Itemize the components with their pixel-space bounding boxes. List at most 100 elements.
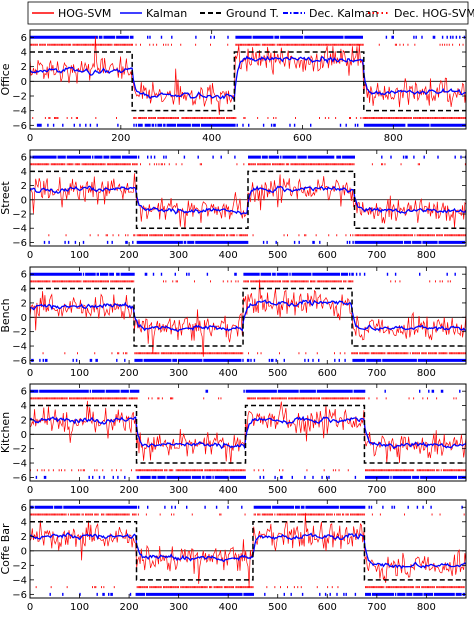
plot-area [30, 389, 466, 479]
x-tick-label: 100 [70, 602, 89, 613]
y-tick-label: 4 [21, 401, 27, 412]
x-tick-label: 400 [219, 602, 238, 613]
axes-frame [29, 383, 467, 482]
series-hog-svm [30, 400, 466, 465]
series-ground-truth [30, 51, 466, 112]
y-tick-label: −2 [12, 561, 27, 572]
series-ground-truth [30, 170, 466, 229]
x-tick-label: 800 [384, 133, 403, 144]
axes-frame [29, 499, 467, 599]
x-tick-label: 600 [318, 250, 337, 261]
y-tick-label: 0 [21, 430, 27, 441]
x-tick-label: 800 [417, 485, 436, 496]
y-tick-label: 6 [21, 503, 27, 514]
y-tick-label: −6 [12, 356, 27, 367]
y-tick-label: −2 [12, 92, 27, 103]
y-tick-label: 4 [21, 48, 27, 59]
x-tick-label: 100 [70, 485, 89, 496]
legend-label: Ground T. [226, 7, 279, 20]
series-kalman [30, 55, 466, 102]
y-axis-label: Bench [0, 298, 12, 332]
x-tick-label: 700 [367, 485, 386, 496]
legend-item: HOG-SVM [32, 7, 111, 20]
x-tick-label: 700 [367, 368, 386, 379]
y-tick-label: −4 [12, 342, 27, 353]
axes-frame [29, 149, 467, 247]
chart-legend: HOG-SVM Kalman Ground T. Dec. Kalman Dec. HO… [27, 1, 474, 25]
x-tick-label: 300 [169, 602, 188, 613]
y-tick-label: 4 [21, 167, 27, 178]
x-tick-label: 0 [27, 250, 33, 261]
x-tick-label: 300 [169, 368, 188, 379]
y-tick-label: 0 [21, 195, 27, 206]
legend-label: Kalman [146, 7, 187, 20]
y-tick-label: −2 [12, 210, 27, 221]
chart-panel: −6 −4 −2 0 2 4 6 0 100 200 300 400 500 600 700 800 Bench [0, 266, 467, 379]
series-ground-truth [30, 287, 466, 347]
x-tick-label: 200 [120, 602, 139, 613]
y-axis-label: Office [0, 63, 12, 95]
chart-panel: −6 −4 −2 0 2 4 6 0 100 200 300 400 500 600 700 800 Kitch… [0, 383, 467, 496]
plot-area [30, 505, 466, 596]
x-tick-label: 700 [367, 250, 386, 261]
y-tick-label: −2 [12, 327, 27, 338]
y-tick-label: −2 [12, 444, 27, 455]
legend-item: Dec. Kalman [283, 7, 379, 20]
y-tick-label: −6 [12, 121, 27, 132]
x-tick-label: 500 [268, 368, 287, 379]
series-hog-svm [30, 279, 466, 357]
x-tick-label: 400 [219, 485, 238, 496]
x-tick-label: 500 [268, 250, 287, 261]
x-tick-label: 200 [120, 250, 139, 261]
y-tick-label: 2 [21, 532, 27, 543]
y-tick-label: 0 [21, 313, 27, 324]
legend-frame [27, 1, 469, 25]
series-kalman [30, 299, 466, 333]
x-tick-label: 0 [27, 485, 33, 496]
y-tick-label: 6 [21, 153, 27, 164]
y-tick-label: −6 [12, 238, 27, 249]
x-tick-label: 600 [318, 368, 337, 379]
chart-panel: −6 −4 −2 0 2 4 6 0 100 200 300 400 500 600 700 800 Stree… [0, 149, 467, 261]
x-tick-label: 100 [70, 250, 89, 261]
x-tick-label: 200 [120, 368, 139, 379]
y-tick-label: −4 [12, 224, 27, 235]
y-tick-label: 6 [21, 387, 27, 398]
x-tick-label: 800 [417, 602, 436, 613]
series-hog-svm [30, 512, 466, 588]
y-tick-label: 0 [21, 546, 27, 557]
x-tick-label: 200 [120, 485, 139, 496]
x-tick-label: 300 [169, 250, 188, 261]
legend-item: Dec. HOG-SVM [368, 7, 474, 20]
x-tick-label: 0 [27, 602, 33, 613]
axes-frame [29, 266, 467, 365]
x-tick-label: 800 [417, 250, 436, 261]
legend-label: Dec. HOG-SVM [394, 7, 474, 20]
chart-panel: −6 −4 −2 0 2 4 6 0 200 400 600 800 Office [0, 29, 467, 144]
legend-item: Ground T. [200, 7, 279, 20]
y-tick-label: −6 [12, 473, 27, 484]
axes-frame [29, 29, 467, 130]
legend-label: Dec. Kalman [309, 7, 379, 20]
x-tick-label: 600 [318, 485, 337, 496]
y-tick-label: 2 [21, 298, 27, 309]
series-ground-truth [30, 521, 466, 581]
y-tick-label: −4 [12, 459, 27, 470]
x-tick-label: 400 [219, 250, 238, 261]
series-kalman [30, 415, 466, 450]
x-tick-label: 100 [70, 368, 89, 379]
x-tick-label: 300 [169, 485, 188, 496]
chart-panel: −6 −4 −2 0 2 4 6 0 100 200 300 400 500 600 700 800 Coffe… [0, 499, 467, 613]
y-tick-label: 2 [21, 415, 27, 426]
y-tick-label: 0 [21, 77, 27, 88]
plot-area [30, 155, 466, 244]
x-tick-label: 200 [111, 133, 130, 144]
x-tick-label: 600 [293, 133, 312, 144]
plot-area [30, 272, 466, 362]
y-tick-label: 6 [21, 270, 27, 281]
y-tick-label: −4 [12, 106, 27, 117]
y-axis-label: Street [0, 181, 12, 215]
x-tick-label: 500 [268, 602, 287, 613]
y-tick-label: 4 [21, 517, 27, 528]
